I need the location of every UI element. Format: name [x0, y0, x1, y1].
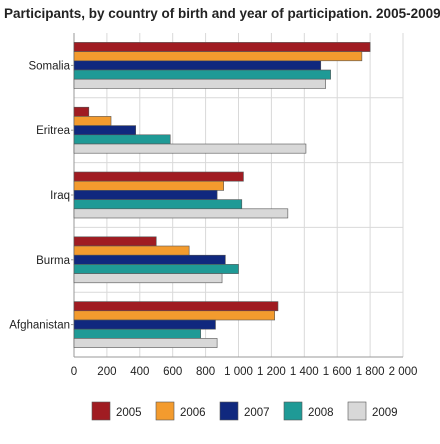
bar — [73, 254, 226, 265]
legend-swatch — [219, 401, 239, 421]
bar — [73, 208, 289, 219]
bar — [73, 60, 322, 71]
x-tick-label: 200 — [97, 366, 116, 378]
bar — [73, 301, 279, 312]
bar — [73, 69, 331, 80]
bar — [73, 134, 171, 145]
bar — [73, 199, 243, 210]
bar — [73, 310, 275, 321]
x-tick-label: 1 400 — [290, 366, 319, 378]
x-tick-label: 600 — [163, 366, 182, 378]
x-tick-label: 0 — [71, 366, 77, 378]
bar — [73, 273, 223, 284]
x-tick-label: 1 600 — [323, 366, 352, 378]
bar — [73, 180, 224, 191]
legend-label: 2006 — [180, 407, 206, 419]
bar — [73, 78, 326, 89]
x-tick-label: 2 000 — [389, 366, 418, 378]
category-label: Iraq — [50, 190, 70, 202]
bar — [73, 245, 190, 256]
bar — [73, 106, 90, 117]
legend-swatch — [283, 401, 303, 421]
x-tick-label: 1 000 — [224, 366, 253, 378]
x-tick-label: 800 — [196, 366, 215, 378]
bar — [73, 338, 218, 348]
bar — [73, 125, 136, 136]
bar — [73, 319, 216, 330]
bar — [73, 190, 218, 200]
legend-swatch — [91, 401, 111, 421]
bar — [73, 51, 363, 62]
category-label: Afghanistan — [9, 320, 70, 332]
bar — [73, 116, 112, 126]
x-tick-label: 1 200 — [257, 366, 286, 378]
bar — [73, 236, 157, 247]
legend-label: 2008 — [308, 407, 334, 419]
legend-label: 2007 — [244, 407, 270, 419]
category-label: Burma — [36, 255, 70, 267]
legend-swatch — [347, 401, 367, 421]
legend-label: 2009 — [372, 407, 398, 419]
category-label: Eritrea — [36, 125, 70, 137]
legend-swatch — [155, 401, 175, 421]
bar — [73, 143, 307, 154]
legend-label: 2005 — [116, 407, 142, 419]
bar — [73, 264, 239, 274]
chart-title: Participants, by country of birth and ye… — [4, 6, 440, 21]
x-tick-label: 400 — [130, 366, 149, 378]
bar — [73, 42, 371, 52]
x-tick-label: 1 800 — [356, 366, 385, 378]
bar — [73, 171, 244, 182]
bar — [73, 328, 201, 339]
category-label: Somalia — [28, 60, 70, 72]
